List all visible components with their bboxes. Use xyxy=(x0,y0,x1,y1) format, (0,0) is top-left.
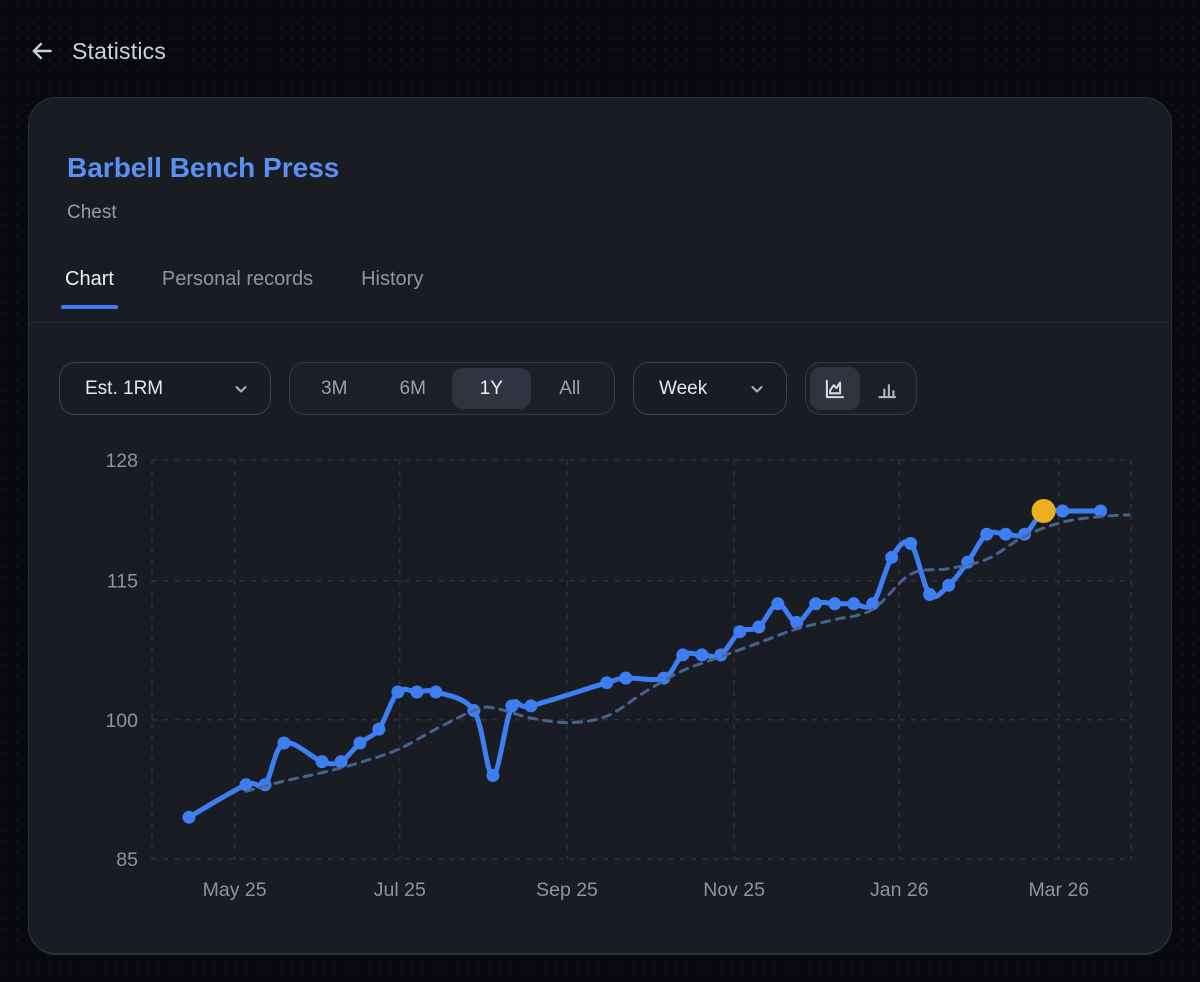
x-axis-tick-label: Jul 25 xyxy=(374,879,426,901)
progress-chart[interactable]: 128 115 100 85 May 25 Jul 25 Sep 25 Nov 25 Jan 2… xyxy=(61,441,1161,921)
x-axis-tick-label: May 25 xyxy=(203,879,267,901)
x-axis-tick-label: Jan 26 xyxy=(870,879,929,901)
exercise-muscle-group: Chest xyxy=(67,202,117,223)
y-axis-tick-label: 85 xyxy=(116,849,138,871)
data-point[interactable] xyxy=(733,625,747,639)
data-point[interactable] xyxy=(353,736,367,750)
data-point[interactable] xyxy=(505,699,519,713)
data-point[interactable] xyxy=(809,597,823,611)
data-point[interactable] xyxy=(999,527,1013,541)
x-axis-tick-label: Nov 25 xyxy=(703,879,765,901)
chart-type-toggle xyxy=(805,362,917,415)
data-point[interactable] xyxy=(714,648,728,662)
range-option-3m[interactable]: 3M xyxy=(295,368,374,409)
line-chart-type-button[interactable] xyxy=(810,367,860,410)
page-title: Statistics xyxy=(72,37,167,64)
range-option-all[interactable]: All xyxy=(531,368,610,409)
data-point[interactable] xyxy=(1056,504,1070,518)
data-point[interactable] xyxy=(828,597,842,611)
aggregation-dropdown-value: Week xyxy=(659,377,708,399)
tab-history[interactable]: History xyxy=(359,264,425,309)
header: Statistics xyxy=(28,36,166,66)
chevron-down-icon xyxy=(751,385,763,392)
highlighted-data-point[interactable] xyxy=(1031,499,1056,523)
data-point[interactable] xyxy=(524,699,538,713)
data-point[interactable] xyxy=(676,648,690,662)
data-point[interactable] xyxy=(942,578,956,592)
data-point[interactable] xyxy=(771,597,785,611)
data-point[interactable] xyxy=(980,527,994,541)
data-point[interactable] xyxy=(334,755,348,769)
y-axis-tick-label: 128 xyxy=(105,450,138,472)
exercise-stats-card: Barbell Bench Press Chest Chart Personal … xyxy=(28,97,1172,955)
line-chart-icon xyxy=(822,376,848,402)
data-point[interactable] xyxy=(1094,504,1108,518)
data-point[interactable] xyxy=(410,685,424,699)
data-point[interactable] xyxy=(182,810,196,824)
data-point[interactable] xyxy=(790,615,804,629)
data-point[interactable] xyxy=(866,597,880,611)
bar-chart-icon xyxy=(874,376,900,402)
data-point[interactable] xyxy=(315,755,329,769)
aggregation-dropdown[interactable]: Week xyxy=(633,362,787,415)
data-point[interactable] xyxy=(904,537,918,550)
data-point[interactable] xyxy=(885,550,899,564)
metric-dropdown[interactable]: Est. 1RM xyxy=(59,362,271,415)
tab-chart[interactable]: Chart xyxy=(61,264,118,309)
y-axis-tick-label: 100 xyxy=(105,710,138,732)
back-button[interactable] xyxy=(28,37,56,65)
data-point[interactable] xyxy=(847,597,861,611)
exercise-name: Barbell Bench Press xyxy=(67,152,340,183)
tab-bar: Chart Personal records History xyxy=(61,264,425,309)
data-point[interactable] xyxy=(752,620,766,634)
tab-personal-records[interactable]: Personal records xyxy=(160,264,315,309)
back-arrow-icon xyxy=(32,42,52,60)
data-point[interactable] xyxy=(923,588,937,601)
tab-divider xyxy=(29,322,1171,323)
y-axis-tick-label: 115 xyxy=(107,571,138,593)
chevron-down-icon xyxy=(235,385,247,392)
data-point[interactable] xyxy=(391,685,405,699)
data-point[interactable] xyxy=(372,722,386,736)
data-point[interactable] xyxy=(239,778,253,792)
range-option-1y[interactable]: 1Y xyxy=(452,368,531,409)
x-axis-tick-label: Mar 26 xyxy=(1028,879,1089,901)
data-point[interactable] xyxy=(429,685,443,699)
data-point[interactable] xyxy=(277,736,291,750)
data-point[interactable] xyxy=(600,676,614,690)
data-point[interactable] xyxy=(486,769,500,782)
data-point[interactable] xyxy=(619,671,633,685)
bar-chart-type-button[interactable] xyxy=(862,367,912,410)
data-point[interactable] xyxy=(695,648,709,662)
x-axis-tick-label: Sep 25 xyxy=(536,879,598,901)
metric-dropdown-value: Est. 1RM xyxy=(85,377,164,399)
range-option-6m[interactable]: 6M xyxy=(374,368,453,409)
time-range-segmented-control: 3M 6M 1Y All xyxy=(289,362,615,415)
trend-line xyxy=(244,513,1131,793)
chart-controls: Est. 1RM 3M 6M 1Y All Week xyxy=(59,362,917,415)
